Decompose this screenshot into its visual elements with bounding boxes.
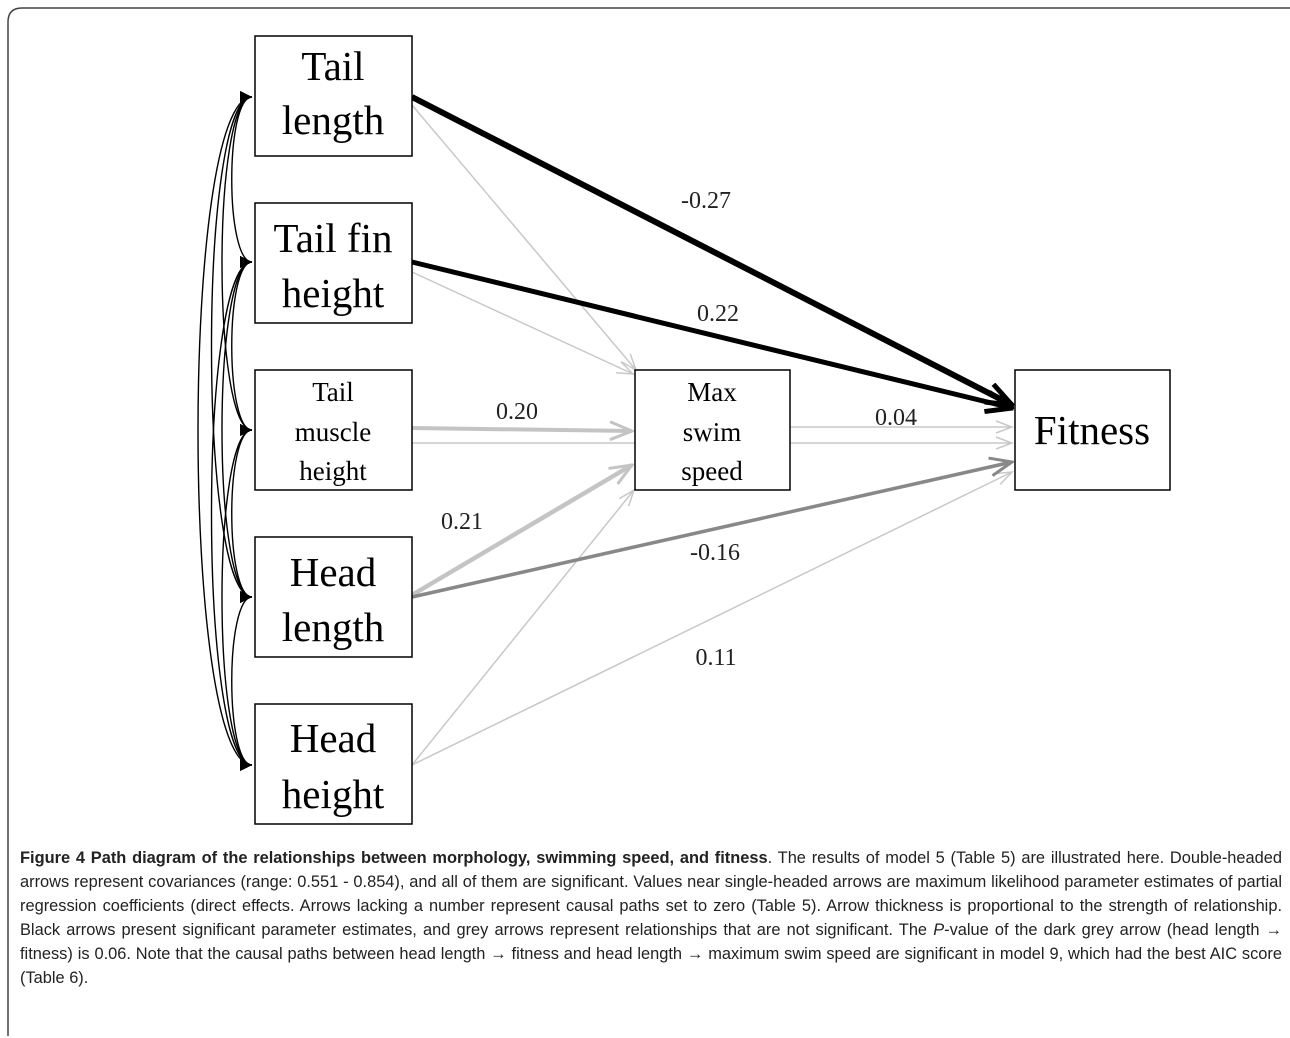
caption-italic: P xyxy=(933,921,945,939)
node-label: Tail xyxy=(312,377,354,407)
node-label: Max xyxy=(687,377,737,407)
edge-label: 0.22 xyxy=(697,301,739,327)
node-box xyxy=(254,35,413,157)
edge-label: 0.04 xyxy=(875,405,917,431)
node-label: height xyxy=(299,456,367,486)
caption: Figure 4 Path diagram of the relationshi… xyxy=(20,846,1282,990)
edge-label: 0.20 xyxy=(496,399,538,425)
node-label: muscle xyxy=(295,417,371,447)
edge-label: -0.16 xyxy=(690,540,740,566)
caption-text: . The results of model 5 (Table 5) are i… xyxy=(20,849,1282,939)
node-box xyxy=(1014,369,1171,491)
caption-title: Figure 4 Path diagram of the relationshi… xyxy=(20,849,768,867)
node-label: length xyxy=(282,97,384,143)
edge-label: -0.27 xyxy=(681,188,731,214)
node-label: Fitness xyxy=(1034,407,1150,453)
node-label: height xyxy=(282,771,385,817)
node-label: Head xyxy=(290,549,377,595)
node-label: speed xyxy=(681,456,743,486)
frame xyxy=(7,7,1290,1036)
edge-label: 0.21 xyxy=(441,509,483,535)
node-label: Tail xyxy=(301,43,364,89)
node-label: swim xyxy=(683,417,742,447)
node-box xyxy=(254,703,413,825)
node-label: Tail fin xyxy=(274,215,393,261)
node-label: length xyxy=(282,604,384,650)
node-box xyxy=(634,369,791,491)
caption-text: -value of the dark grey arrow (head leng… xyxy=(20,921,1282,987)
node-label: height xyxy=(282,270,385,316)
node-box xyxy=(254,202,413,324)
node-box xyxy=(254,369,413,491)
covariances xyxy=(197,91,253,771)
node-box xyxy=(254,536,413,658)
edge-label: 0.11 xyxy=(695,645,736,671)
node-label: Head xyxy=(290,715,377,761)
